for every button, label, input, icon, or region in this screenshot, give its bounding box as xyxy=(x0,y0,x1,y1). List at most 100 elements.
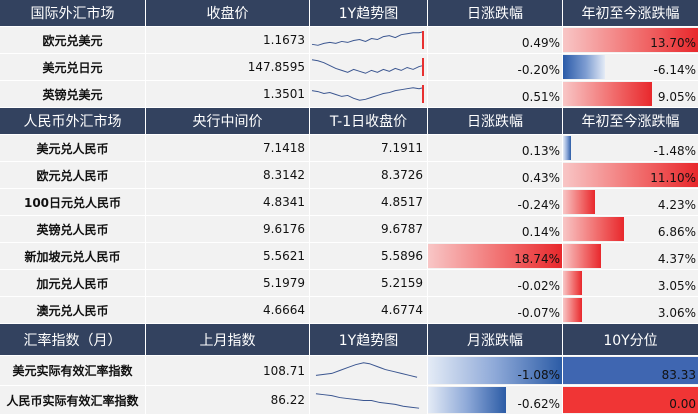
prev-close-text: 7.1911 xyxy=(381,141,423,155)
mid-text: 8.3142 xyxy=(263,168,305,182)
header-trend: 1Y趋势图 xyxy=(310,0,428,27)
day-change-cell: 18.74% xyxy=(428,243,563,270)
prev-close-text: 4.6774 xyxy=(381,303,423,317)
day-change-cell: -0.07% xyxy=(428,297,563,324)
pair-name: 新加坡元兑人民币 xyxy=(0,243,146,270)
pair-name-text: 欧元兑美元 xyxy=(42,33,103,48)
table-row: 欧元兑人民币 8.3142 8.3726 0.43% 11.10% xyxy=(0,162,698,189)
ytd-cell: 4.23% xyxy=(563,189,698,216)
pair-name-text: 英镑兑美元 xyxy=(42,87,103,102)
last-month-text: 108.71 xyxy=(263,363,305,378)
last-month-value: 86.22 xyxy=(146,386,310,415)
month-change-cell: -0.62% xyxy=(428,386,563,415)
day-change-cell: 0.13% xyxy=(428,135,563,162)
mid-text: 4.6664 xyxy=(263,303,305,317)
pair-name: 欧元兑人民币 xyxy=(0,162,146,189)
pair-name-text: 英镑兑人民币 xyxy=(36,222,109,237)
day-change-text: 0.51% xyxy=(521,90,560,104)
ytd-cell: -6.14% xyxy=(563,54,698,81)
table-row: 欧元兑美元 1.1673 0.49% 13.70% xyxy=(0,27,698,54)
pair-name: 英镑兑美元 xyxy=(0,81,146,108)
ytd-bar xyxy=(563,190,596,214)
pair-name: 美元兑人民币 xyxy=(0,135,146,162)
mid-value: 5.5621 xyxy=(146,243,310,270)
pair-name-text: 新加坡元兑人民币 xyxy=(24,249,121,264)
prev-close-value: 4.6774 xyxy=(310,297,428,324)
prev-close-text: 5.5896 xyxy=(381,249,423,263)
mid-value: 9.6176 xyxy=(146,216,310,243)
ytd-cell: -1.48% xyxy=(563,135,698,162)
day-change-text: -0.20% xyxy=(517,63,560,77)
prev-close-value: 9.6787 xyxy=(310,216,428,243)
ytd-bar xyxy=(563,55,605,79)
trend-sparkline xyxy=(310,54,428,81)
mid-value: 8.3142 xyxy=(146,162,310,189)
pair-name-text: 美元兑人民币 xyxy=(36,141,109,156)
ytd-text: 3.06% xyxy=(657,306,696,320)
day-change-text: 0.13% xyxy=(521,144,560,158)
day-change-cell: 0.51% xyxy=(428,81,563,108)
table-row: 美元兑人民币 7.1418 7.1911 0.13% -1.48% xyxy=(0,135,698,162)
table-row: 英镑兑人民币 9.6176 9.6787 0.14% 6.86% xyxy=(0,216,698,243)
trend-sparkline xyxy=(310,356,428,386)
pair-name: 欧元兑美元 xyxy=(0,27,146,54)
trend-marker xyxy=(422,58,424,76)
header-rate-index: 汇率指数（月） xyxy=(0,324,146,356)
table-row: 新加坡元兑人民币 5.5621 5.5896 18.74% 4.37% xyxy=(0,243,698,270)
header-day-change: 日涨跌幅 xyxy=(428,0,563,27)
month-change-text: -0.62% xyxy=(517,397,560,411)
trend-marker xyxy=(422,31,424,49)
header-10y-percentile: 10Y分位 xyxy=(563,324,698,356)
header-last-month-index: 上月指数 xyxy=(146,324,310,356)
header-ytd: 年初至今涨跌幅 xyxy=(563,0,698,27)
header-prev-close: T-1日收盘价 xyxy=(310,108,428,135)
ytd-text: 13.70% xyxy=(650,36,696,50)
trend-sparkline xyxy=(310,386,428,415)
index-header-row: 汇率指数（月） 上月指数 1Y趋势图 月涨跌幅 10Y分位 xyxy=(0,324,698,356)
table-row: 美元兑日元 147.8595 -0.20% -6.14% xyxy=(0,54,698,81)
ytd-cell: 13.70% xyxy=(563,27,698,54)
header-month-change: 月涨跌幅 xyxy=(428,324,563,356)
prev-close-text: 8.3726 xyxy=(381,168,423,182)
header-trend: 1Y趋势图 xyxy=(310,324,428,356)
mid-text: 7.1418 xyxy=(263,141,305,155)
close-text: 147.8595 xyxy=(247,60,305,74)
mid-text: 5.1979 xyxy=(263,276,305,290)
ytd-cell: 9.05% xyxy=(563,81,698,108)
day-change-text: 0.43% xyxy=(521,171,560,185)
last-month-text: 86.22 xyxy=(270,393,305,407)
ytd-cell: 4.37% xyxy=(563,243,698,270)
ytd-text: 4.37% xyxy=(657,252,696,266)
ytd-text: 4.23% xyxy=(657,198,696,212)
pair-name: 美元兑日元 xyxy=(0,54,146,81)
ytd-bar xyxy=(563,271,582,295)
day-change-text: 0.49% xyxy=(521,36,560,50)
prev-close-text: 4.8517 xyxy=(381,195,423,209)
trend-sparkline xyxy=(310,81,428,108)
intl-fx-header-row: 国际外汇市场 收盘价 1Y趋势图 日涨跌幅 年初至今涨跌幅 xyxy=(0,0,698,27)
close-value: 147.8595 xyxy=(146,54,310,81)
header-intl-fx: 国际外汇市场 xyxy=(0,0,146,27)
ytd-cell: 11.10% xyxy=(563,162,698,189)
ytd-bar xyxy=(563,244,601,268)
trend-marker xyxy=(422,85,424,103)
percentile-cell: 83.33 xyxy=(563,356,698,386)
ytd-text: 6.86% xyxy=(657,225,696,239)
pair-name-text: 美元兑日元 xyxy=(42,60,103,75)
ytd-cell: 3.05% xyxy=(563,270,698,297)
mid-value: 4.8341 xyxy=(146,189,310,216)
trend-sparkline xyxy=(310,27,428,54)
pair-name-text: 澳元兑人民币 xyxy=(36,303,109,318)
table-row: 美元实际有效汇率指数 108.71 -1.08% 83.33 xyxy=(0,356,698,386)
mid-value: 5.1979 xyxy=(146,270,310,297)
mid-text: 5.5621 xyxy=(263,249,305,263)
prev-close-text: 5.2159 xyxy=(381,276,423,290)
mid-text: 4.8341 xyxy=(263,195,305,209)
day-change-cell: 0.43% xyxy=(428,162,563,189)
table-row: 人民币实际有效汇率指数 86.22 -0.62% 0.00 xyxy=(0,386,698,415)
close-value: 1.3501 xyxy=(146,81,310,108)
day-change-text: -0.07% xyxy=(517,306,560,320)
table-row: 100日元兑人民币 4.8341 4.8517 -0.24% 4.23% xyxy=(0,189,698,216)
close-text: 1.3501 xyxy=(263,87,305,101)
